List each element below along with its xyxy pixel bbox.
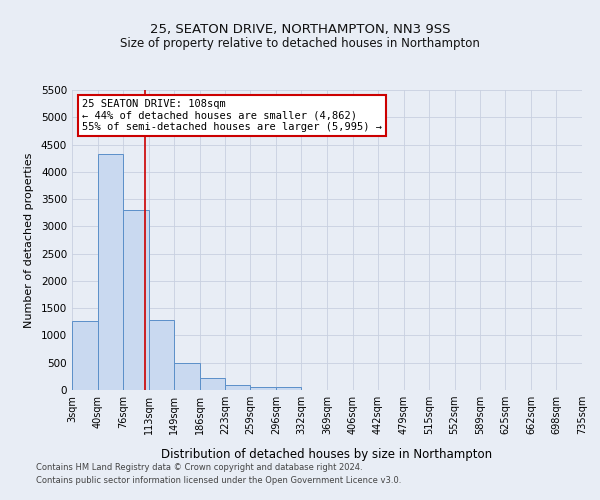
Bar bbox=[123, 210, 149, 390]
Text: 25, SEATON DRIVE, NORTHAMPTON, NN3 9SS: 25, SEATON DRIVE, NORTHAMPTON, NN3 9SS bbox=[150, 22, 450, 36]
Text: Contains public sector information licensed under the Open Government Licence v3: Contains public sector information licen… bbox=[36, 476, 401, 485]
Y-axis label: Number of detached properties: Number of detached properties bbox=[24, 152, 34, 328]
Text: 25 SEATON DRIVE: 108sqm
← 44% of detached houses are smaller (4,862)
55% of semi: 25 SEATON DRIVE: 108sqm ← 44% of detache… bbox=[82, 99, 382, 132]
Text: Contains HM Land Registry data © Crown copyright and database right 2024.: Contains HM Land Registry data © Crown c… bbox=[36, 464, 362, 472]
Bar bbox=[72, 320, 98, 390]
Bar bbox=[250, 387, 276, 390]
Bar bbox=[276, 388, 301, 390]
Bar bbox=[98, 154, 123, 390]
X-axis label: Distribution of detached houses by size in Northampton: Distribution of detached houses by size … bbox=[161, 448, 493, 461]
Bar bbox=[174, 364, 199, 390]
Bar bbox=[199, 378, 225, 390]
Text: Size of property relative to detached houses in Northampton: Size of property relative to detached ho… bbox=[120, 38, 480, 51]
Bar bbox=[149, 320, 174, 390]
Bar bbox=[225, 386, 250, 390]
